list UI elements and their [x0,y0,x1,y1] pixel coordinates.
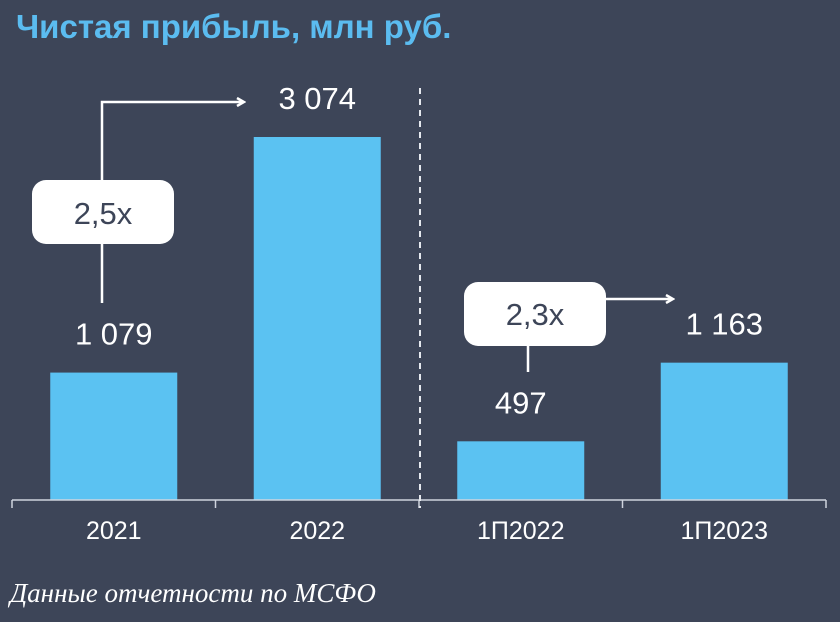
bar-1П2023 [660,362,788,500]
growth-badge-1p2022-1p2023 [464,282,606,346]
data-label-1П2022: 497 [495,385,547,420]
bar-2021 [50,372,178,500]
growth-multiplier-2021-2022: 2,5x [74,196,133,231]
growth-badge-2021-2022 [32,180,174,244]
category-label-2021: 2021 [86,517,142,545]
category-label-1П2022: 1П2022 [477,517,565,545]
bar-2022 [253,137,381,500]
data-label-1П2023: 1 163 [685,307,763,342]
bar-chart: 1 079 2021 3 074 2022 497 1П2022 1 163 1П2023 2… [11,81,827,545]
data-label-2021: 1 079 [75,317,153,352]
bar-1П2022 [457,441,585,500]
category-label-1П2023: 1П2023 [681,517,769,545]
growth-multiplier-1p2022-1p2023: 2,3x [506,297,565,332]
category-label-2022: 2022 [289,517,345,545]
chart-title: Чистая прибыль, млн руб. [16,8,452,45]
source-footnote: Данные отчетности по МСФО [10,578,376,608]
data-label-2022: 3 074 [278,81,356,116]
